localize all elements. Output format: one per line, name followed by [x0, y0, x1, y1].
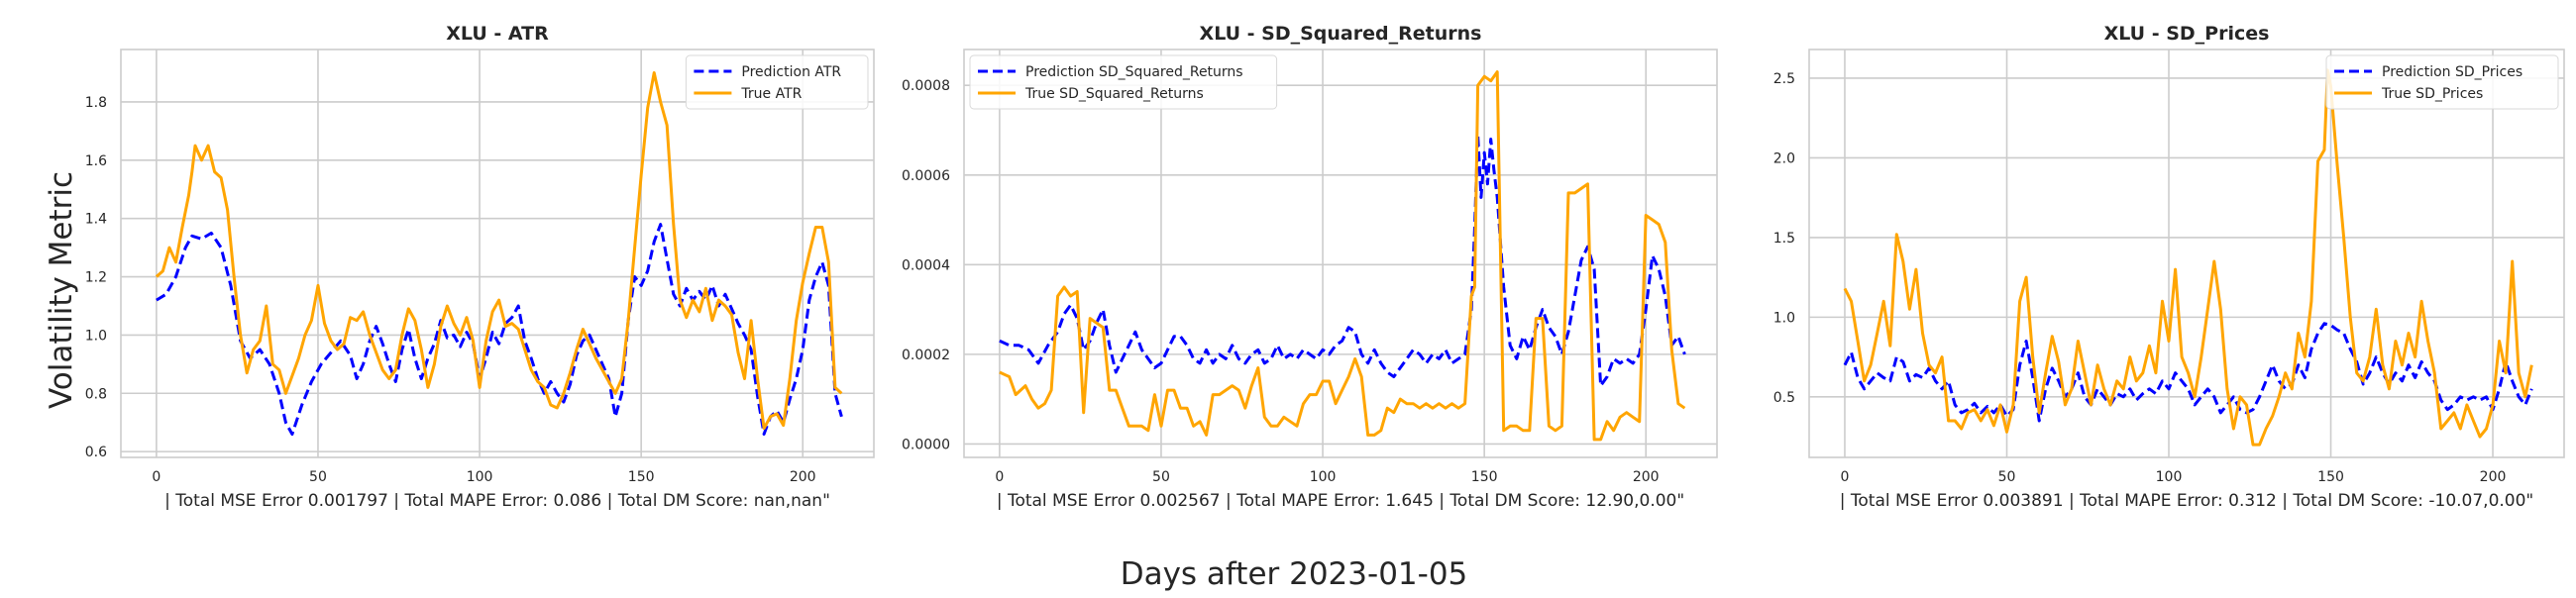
chart-panel-3: 0 50 100 150 200 0.5 1.0 1.5 2.0 2.5 XLU - SD_Pric… — [1773, 23, 2565, 511]
x-tick-label: 150 — [1471, 469, 1498, 485]
x-tick-label: 150 — [628, 469, 655, 485]
plot-area-frame — [120, 49, 875, 458]
legend-label: Prediction ATR — [741, 64, 841, 80]
y-tick-label: 0.0006 — [902, 168, 950, 184]
chart-title: XLU - SD_Prices — [2104, 23, 2270, 45]
chart-panel-2: 0 50 100 150 200 0.0000 0.0002 0.0004 0.0006 0.00… — [902, 23, 1718, 511]
chart-metrics-label: | Total MSE Error 0.003891 | Total MAPE … — [1840, 491, 2534, 511]
x-tick-label: 200 — [1633, 469, 1660, 485]
y-tick-label: 0.0000 — [902, 437, 950, 452]
series-line-true — [1843, 68, 2533, 447]
plot-area-frame — [963, 49, 1718, 458]
y-tick-label: 0.0002 — [902, 348, 950, 363]
chart-metrics-label: | Total MSE Error 0.002567 | Total MAPE … — [997, 491, 1684, 511]
figure-xlabel: Days after 2023-01-05 — [1121, 556, 1468, 592]
legend: Prediction SD_Prices True SD_Prices — [2325, 54, 2559, 110]
y-tick-label: 1.2 — [85, 270, 107, 286]
series-line-true — [999, 70, 1686, 442]
legend: Prediction ATR True ATR — [685, 54, 869, 110]
legend-box — [2325, 54, 2559, 110]
y-tick-label: 2.5 — [1773, 71, 1795, 87]
legend-label: True ATR — [740, 86, 802, 102]
y-tick-label: 0.5 — [1773, 390, 1795, 406]
y-tick-label: 1.5 — [1773, 231, 1795, 247]
x-tick-label: 0 — [1841, 469, 1850, 485]
x-tick-label: 100 — [467, 469, 493, 485]
y-tick-label: 1.0 — [85, 328, 107, 344]
x-tick-label: 200 — [790, 469, 816, 485]
x-tick-label: 50 — [309, 469, 327, 485]
x-tick-label: 200 — [2480, 469, 2507, 485]
legend-label: True SD_Squared_Returns — [1024, 86, 1204, 102]
figure-ylabel: Volatility Metric — [44, 171, 79, 409]
y-tick-label: 1.0 — [1773, 310, 1795, 326]
plot-area-frame — [1808, 49, 2565, 458]
x-tick-label: 50 — [1998, 469, 2016, 485]
series-line-prediction — [156, 223, 843, 436]
chart-metrics-label: | Total MSE Error 0.001797 | Total MAPE … — [164, 491, 830, 511]
y-tick-label: 1.8 — [85, 95, 107, 111]
legend: Prediction SD_Squared_Returns True SD_Squ… — [969, 54, 1278, 110]
legend-label: True SD_Prices — [2381, 86, 2483, 102]
x-tick-label: 150 — [2317, 469, 2344, 485]
x-tick-label: 100 — [2156, 469, 2183, 485]
chart-title: XLU - SD_Squared_Returns — [1200, 23, 1482, 45]
y-tick-label: 0.0008 — [902, 78, 950, 94]
x-tick-label: 0 — [152, 469, 161, 485]
chart-panel-1: 0 50 100 150 200 0.6 0.8 1.0 1.2 1.4 1.6 1.8 XLU - A… — [85, 23, 875, 511]
y-tick-label: 1.6 — [85, 153, 107, 169]
legend-label: Prediction SD_Prices — [2382, 64, 2522, 80]
y-tick-label: 0.8 — [85, 386, 107, 402]
x-tick-label: 50 — [1152, 469, 1170, 485]
legend-label: Prediction SD_Squared_Returns — [1025, 64, 1243, 80]
legend-box — [685, 54, 869, 110]
y-tick-label: 0.0004 — [902, 257, 950, 273]
chart-title: XLU - ATR — [446, 23, 549, 45]
x-tick-label: 100 — [1310, 469, 1337, 485]
y-tick-label: 1.4 — [85, 212, 107, 228]
y-tick-label: 2.0 — [1773, 150, 1795, 166]
x-tick-label: 0 — [995, 469, 1004, 485]
series-line-prediction — [999, 133, 1686, 388]
legend-box — [969, 54, 1278, 110]
y-tick-label: 0.6 — [85, 445, 107, 460]
series-line-true — [155, 71, 843, 431]
